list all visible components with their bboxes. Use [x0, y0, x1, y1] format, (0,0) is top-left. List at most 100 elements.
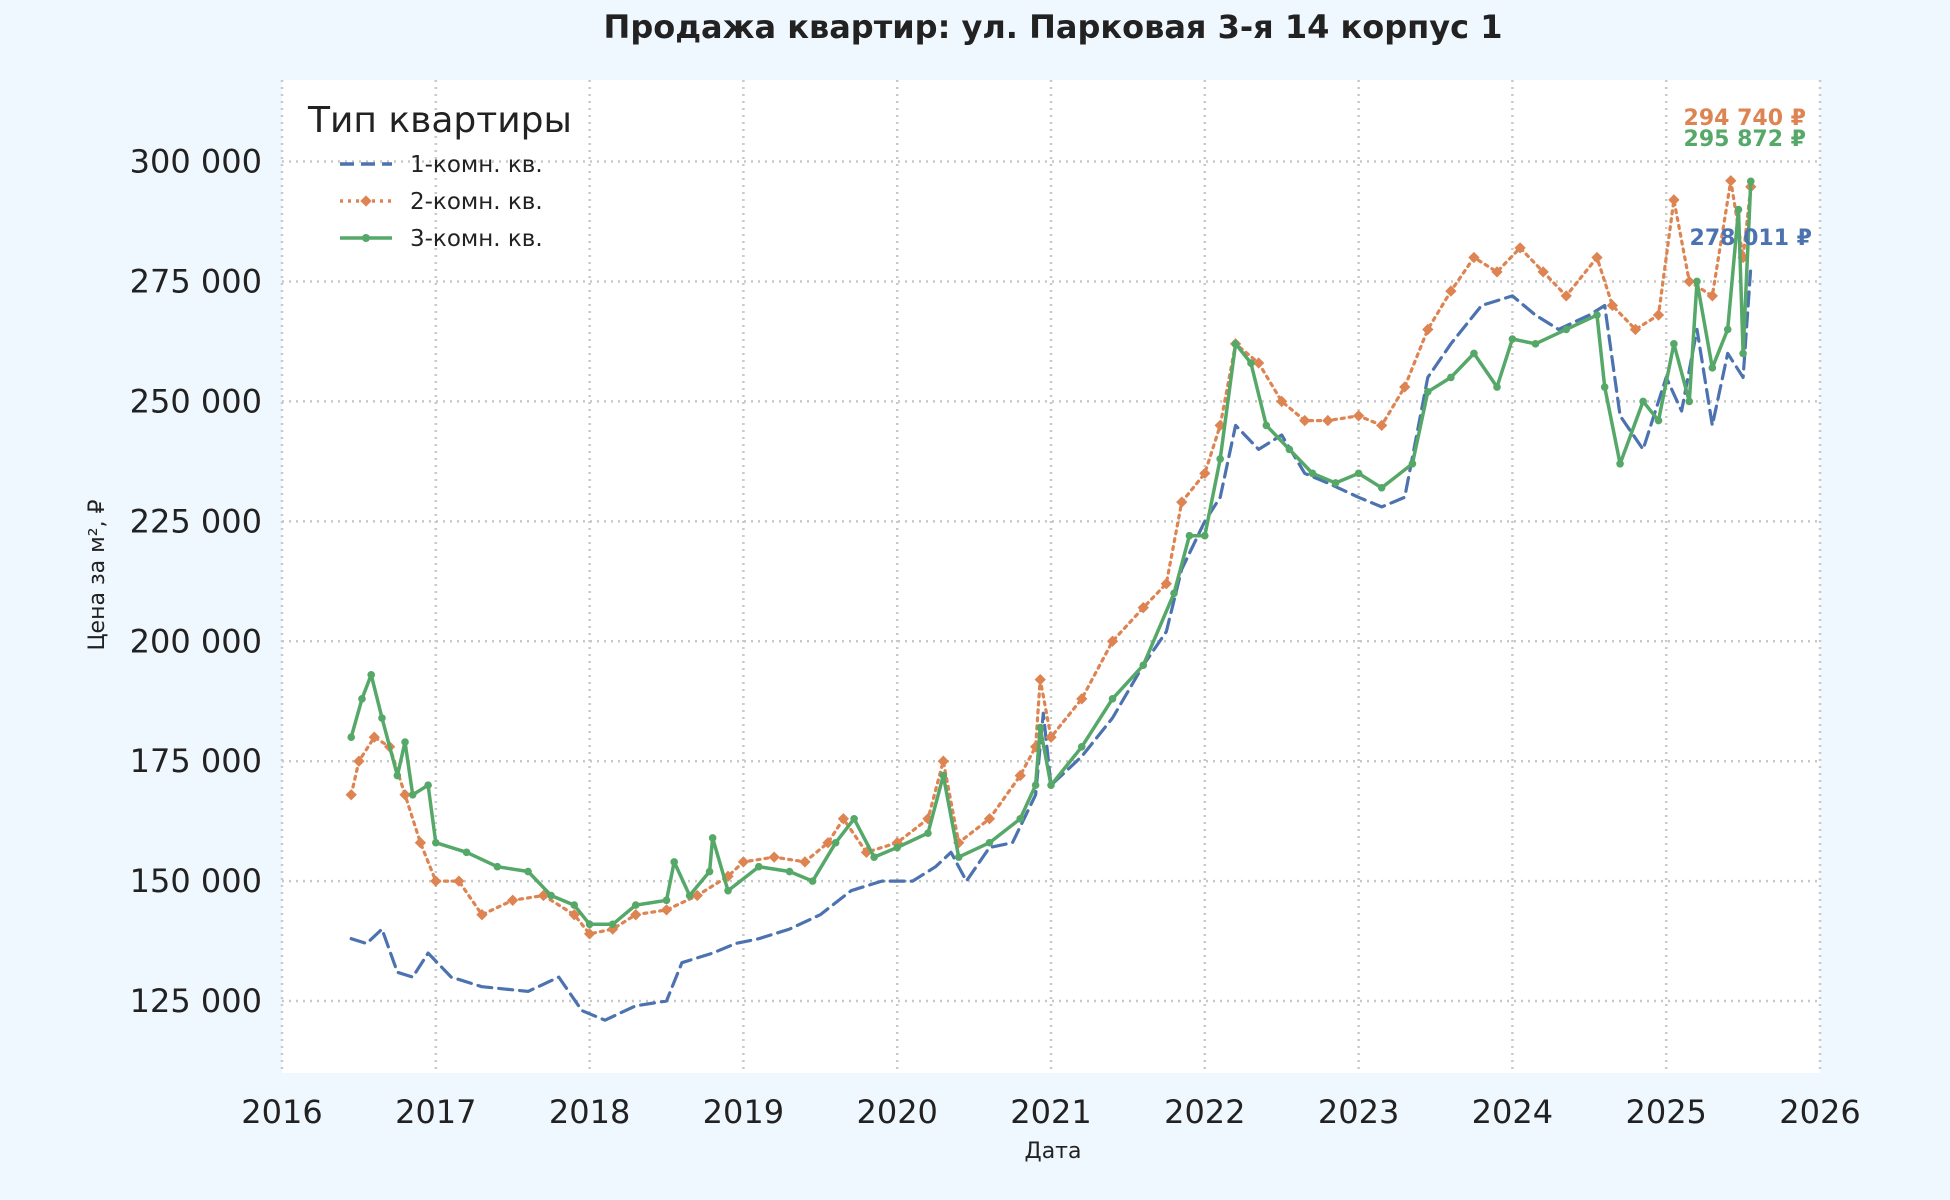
data-point: [1725, 175, 1737, 187]
data-point: [1322, 414, 1334, 427]
data-point: [1262, 421, 1271, 430]
data-point: [399, 789, 411, 801]
data-point: [1199, 467, 1211, 480]
data-point: [1739, 349, 1747, 358]
x-tick-label: 2022: [1164, 1093, 1245, 1131]
chart-title: Продажа квартир: ул. Парковая 3-я 14 кор…: [604, 8, 1503, 46]
series-line: [349, 179, 1753, 927]
data-point: [1445, 285, 1457, 297]
data-point: [1106, 635, 1119, 647]
data-point: [1076, 693, 1088, 705]
data-point: [870, 853, 878, 861]
data-point: [1600, 383, 1609, 391]
data-point: [414, 837, 427, 849]
data-point: [1331, 479, 1340, 487]
data-point: [1045, 731, 1057, 743]
x-tick-label: 2024: [1472, 1093, 1553, 1131]
data-point: [1408, 459, 1417, 468]
data-point: [939, 771, 948, 780]
data-point: [368, 731, 380, 743]
data-point: [358, 695, 366, 703]
data-point: [393, 771, 402, 780]
data-point: [345, 789, 357, 801]
data-point: [1639, 397, 1647, 406]
data-point: [1491, 266, 1503, 278]
data-point: [1399, 381, 1411, 393]
legend-label: 3-комн. кв.: [410, 226, 543, 252]
data-point: [1299, 414, 1311, 427]
data-point: [1047, 781, 1055, 789]
data-point: [1247, 359, 1255, 367]
data-point: [1685, 397, 1694, 406]
data-point: [1034, 673, 1046, 686]
x-tick-label: 2018: [549, 1093, 630, 1131]
y-tick-label: 275 000: [130, 262, 262, 300]
data-point: [1160, 578, 1173, 590]
legend-label: 2-комн. кв.: [410, 189, 543, 215]
x-tick-labels: 2016 2017 2018 2019 2020 2021 2022 2023 2024 2025…: [241, 1093, 1860, 1131]
data-point: [985, 838, 994, 847]
data-point: [1723, 325, 1732, 334]
y-tick-label: 225 000: [130, 502, 262, 540]
data-point: [850, 814, 858, 823]
legend-marker: [362, 234, 370, 242]
legend-marker: [360, 195, 372, 207]
data-point: [1514, 242, 1526, 254]
y-axis-label: Цена за м², ₽: [85, 499, 110, 650]
data-point: [1276, 395, 1288, 408]
end-value-label: 295 872 ₽: [1684, 127, 1806, 152]
data-point: [1470, 349, 1478, 358]
data-point: [1231, 340, 1240, 348]
y-tick-label: 200 000: [130, 622, 262, 660]
data-point: [493, 862, 502, 871]
x-tick-label: 2017: [395, 1093, 476, 1131]
series-3: [347, 177, 1755, 929]
data-point: [1508, 335, 1517, 343]
data-point: [937, 755, 949, 767]
end-value-labels: 278 011 ₽ 294 740 ₽295 872 ₽: [1684, 106, 1812, 251]
legend: Тип квартиры 1-комн. кв. 2-комн. кв. 3-ком…: [307, 100, 572, 252]
data-point: [1377, 483, 1386, 492]
data-point: [737, 856, 750, 868]
data-point: [1683, 275, 1695, 288]
data-point: [1185, 531, 1194, 540]
data-point: [705, 867, 714, 876]
data-point: [1031, 781, 1040, 789]
series-2: [345, 175, 1757, 940]
data-point: [353, 755, 365, 767]
data-point: [424, 781, 432, 789]
legend-label: 1-комн. кв.: [410, 152, 543, 178]
data-point: [822, 837, 834, 849]
data-point: [1493, 383, 1501, 391]
data-point: [1308, 469, 1317, 478]
end-value-label: 278 011 ₽: [1690, 226, 1812, 251]
data-point: [631, 901, 640, 909]
data-point: [378, 714, 386, 722]
data-point: [1077, 742, 1086, 751]
data-point: [893, 843, 901, 852]
data-point: [831, 838, 840, 847]
data-point: [785, 867, 794, 876]
x-tick-label: 2021: [1010, 1093, 1091, 1131]
data-point: [1424, 388, 1432, 396]
data-point: [1531, 340, 1540, 348]
x-tick-label: 2025: [1625, 1093, 1706, 1131]
data-point: [1447, 373, 1455, 382]
data-point: [1537, 266, 1549, 278]
data-point: [1670, 340, 1678, 348]
data-point: [1606, 299, 1619, 312]
data-point: [808, 877, 817, 885]
x-tick-label: 2019: [703, 1093, 784, 1131]
data-point: [570, 901, 579, 909]
data-point: [1593, 311, 1601, 319]
y-tick-label: 125 000: [130, 982, 262, 1020]
grid-lines: [280, 80, 1822, 1073]
series-line: [349, 265, 1753, 1022]
data-point: [1176, 496, 1188, 508]
legend-title: Тип квартиры: [307, 100, 572, 141]
data-point: [662, 896, 671, 905]
data-point: [799, 856, 811, 868]
data-point: [670, 858, 678, 866]
data-point: [408, 790, 417, 799]
data-point: [583, 928, 596, 940]
